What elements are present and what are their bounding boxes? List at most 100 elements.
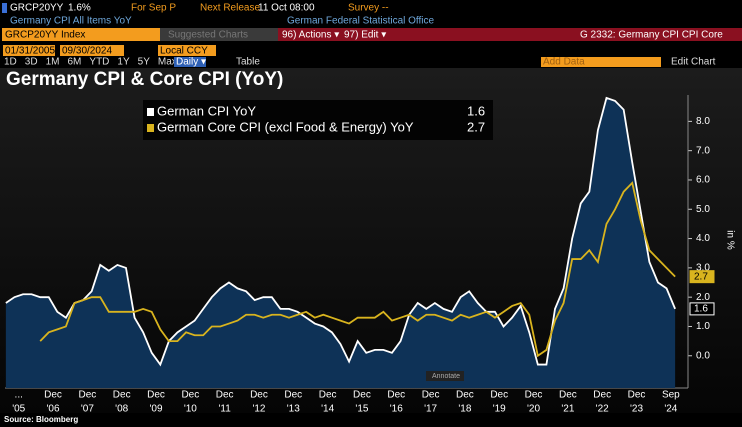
x-tick-label: Dec (559, 390, 577, 401)
last-value-tag (689, 302, 715, 316)
y-tick-label: 1.0 (696, 321, 710, 332)
x-tick-label: Dec (319, 390, 337, 401)
x-tick-label: Dec (525, 390, 543, 401)
x-tick-label: Dec (456, 390, 474, 401)
x-tick-label: Dec (387, 390, 405, 401)
x-tick-label: Dec (593, 390, 611, 401)
range-button[interactable]: 1M (46, 57, 60, 68)
last: 1.6% (68, 3, 91, 14)
add-data-field[interactable] (541, 57, 661, 67)
line (5, 96, 676, 367)
end-field[interactable] (60, 45, 124, 56)
x-tick-year: '23 (630, 404, 643, 415)
x-tick-year: '10 (184, 404, 197, 415)
frequency-button[interactable] (174, 57, 206, 67)
frequency: Daily ▾ (176, 57, 206, 68)
end-date: 09/30/2024 (62, 46, 112, 57)
x-tick-label: Dec (181, 390, 199, 401)
x-tick-label: Dec (147, 390, 165, 401)
x-tick-year: '18 (458, 404, 471, 415)
edit-chart[interactable]: Edit Chart (671, 57, 716, 68)
function: G 2332: Germany CPI CPI Core (580, 30, 723, 41)
source-office: German Federal Statistical Office (287, 16, 435, 27)
x-tick-year: '15 (355, 404, 368, 415)
period: For Sep P (131, 3, 176, 14)
x-tick-label: Sep (662, 390, 680, 401)
edit[interactable]: 97) Edit ▾ (344, 30, 386, 41)
x-tick-year: '21 (561, 404, 574, 415)
release-label: Next Release (200, 3, 260, 14)
release: 11 Oct 08:00 (258, 3, 315, 14)
x-tick-label: Dec (250, 390, 268, 401)
security: GRCP20YY Index (5, 30, 85, 41)
actions[interactable]: 96) Actions ▾ (282, 30, 339, 41)
suggested: Suggested Charts (168, 30, 248, 41)
x-tick-label: Dec (422, 390, 440, 401)
suggested-button[interactable] (160, 28, 278, 41)
add-data: Add Data (543, 57, 585, 68)
legend-value: 2.7 (467, 119, 485, 134)
x-tick-label: Dec (490, 390, 508, 401)
range-button[interactable]: Max (158, 57, 177, 68)
y-tick-label: 4.0 (696, 233, 710, 244)
y-axis-label: in % (724, 230, 735, 250)
x-tick-year: '22 (596, 404, 609, 415)
x-tick-year: '08 (115, 404, 128, 415)
range-button[interactable]: 1Y (117, 57, 130, 68)
area (5, 97, 676, 389)
x-tick-year: '14 (321, 404, 334, 415)
currency-field[interactable] (158, 45, 216, 56)
x-tick-year: '12 (252, 404, 265, 415)
range-button[interactable]: 5Y (138, 57, 151, 68)
ticker: GRCP20YY (10, 3, 64, 14)
line (39, 181, 676, 358)
start-date: 01/31/2005 (5, 46, 55, 57)
description: Germany CPI All Items YoY (10, 16, 132, 27)
security-field[interactable] (2, 28, 160, 41)
footer: Source: Bloomberg (4, 415, 78, 424)
x-tick-year: '05 (12, 404, 25, 415)
x-tick-label: Dec (628, 390, 646, 401)
legend-label: German CPI YoY (157, 103, 256, 118)
x-tick-label: Dec (113, 390, 131, 401)
y-tick-label: 2.0 (696, 292, 710, 303)
x-tick-label: ... (15, 390, 23, 401)
legend-value: 1.6 (467, 103, 485, 118)
x-tick-year: '13 (287, 404, 300, 415)
y-tick-label: 7.0 (696, 145, 710, 156)
legend-swatch (147, 124, 154, 132)
legend-label: German Core CPI (excl Food & Energy) YoY (157, 119, 414, 134)
x-tick-year: '16 (390, 404, 403, 415)
x-tick-year: '09 (149, 404, 162, 415)
range-button[interactable]: 1D (4, 57, 17, 68)
legend-swatch (147, 108, 154, 116)
plot: 0.0 1.0 2.0 3.0 4.0 5.0 6.0 7.0 8.0... '05 Dec '06 D… (5, 95, 715, 415)
y-tick-label: 6.0 (696, 175, 710, 186)
x-tick-year: '07 (81, 404, 94, 415)
last-value-tag (689, 270, 715, 284)
last-value-label: 2.7 (694, 271, 708, 282)
x-tick-year: '17 (424, 404, 437, 415)
x-tick-label: Dec (44, 390, 62, 401)
legend-box (143, 100, 493, 140)
x-tick-year: '24 (664, 404, 677, 415)
menu-bar (278, 28, 742, 41)
ticker-icon (2, 3, 7, 13)
x-tick-year: '06 (47, 404, 60, 415)
y-tick-label: 3.0 (696, 263, 710, 274)
x-tick-label: Dec (216, 390, 234, 401)
x-tick-year: '19 (493, 404, 506, 415)
x-tick-year: '11 (219, 404, 232, 415)
y-tick-label: 8.0 (696, 116, 710, 127)
range-button[interactable]: 3D (25, 57, 38, 68)
range-button[interactable]: 6M (68, 57, 82, 68)
range-button[interactable]: YTD (89, 57, 109, 68)
annotate-button[interactable] (426, 371, 464, 381)
annotate: Annotate (432, 373, 460, 380)
x-tick-label: Dec (284, 390, 302, 401)
table[interactable]: Table (236, 57, 260, 68)
x-tick-label: Dec (78, 390, 96, 401)
y-tick-label: 0.0 (696, 350, 710, 361)
start-field[interactable] (3, 45, 55, 56)
